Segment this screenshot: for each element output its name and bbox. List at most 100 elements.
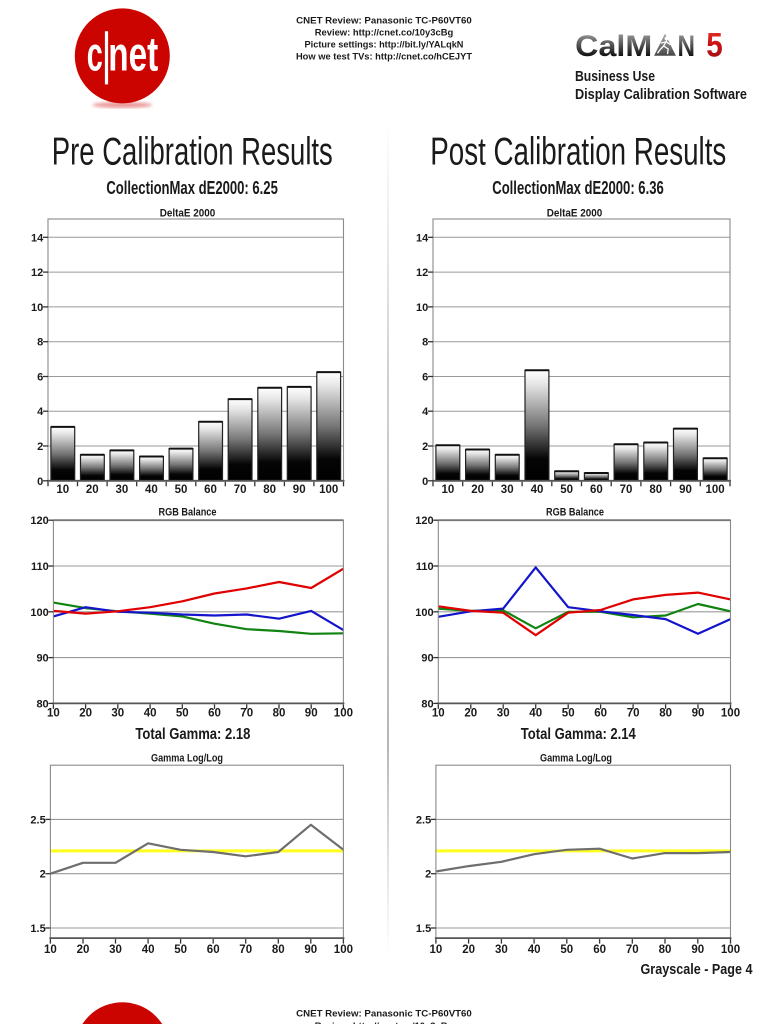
svg-text:80: 80	[272, 944, 285, 956]
svg-text:CNET Review: Panasonic TC-P60V: CNET Review: Panasonic TC-P60VT60	[296, 15, 472, 26]
svg-text:net: net	[108, 28, 158, 81]
svg-text:50: 50	[562, 707, 575, 719]
svg-text:4: 4	[37, 406, 44, 418]
svg-text:DeltaE 2000: DeltaE 2000	[160, 208, 216, 220]
svg-text:70: 70	[620, 484, 633, 496]
svg-text:14: 14	[31, 232, 44, 244]
svg-text:40: 40	[144, 707, 157, 719]
svg-text:Total Gamma: 2.14: Total Gamma: 2.14	[521, 726, 636, 743]
svg-text:80: 80	[263, 484, 276, 496]
svg-text:Gamma Log/Log: Gamma Log/Log	[151, 753, 223, 765]
svg-text:70: 70	[626, 944, 639, 956]
svg-text:10: 10	[31, 302, 43, 314]
svg-text:1.5: 1.5	[416, 923, 431, 935]
svg-text:90: 90	[36, 653, 48, 665]
svg-text:50: 50	[175, 484, 188, 496]
svg-text:50: 50	[176, 707, 189, 719]
svg-text:2: 2	[425, 869, 431, 881]
svg-text:10: 10	[44, 944, 57, 956]
svg-text:30: 30	[116, 484, 129, 496]
svg-text:30: 30	[495, 944, 508, 956]
svg-text:14: 14	[416, 232, 429, 244]
svg-text:110: 110	[31, 561, 49, 573]
svg-text:10: 10	[56, 484, 69, 496]
svg-text:40: 40	[528, 944, 541, 956]
svg-text:20: 20	[77, 944, 90, 956]
svg-text:100: 100	[30, 607, 48, 619]
svg-text:4: 4	[422, 406, 429, 418]
svg-text:2: 2	[40, 869, 46, 881]
svg-text:How we test TVs: http://cnet.c: How we test TVs: http://cnet.co/hCEJYT	[296, 52, 472, 63]
svg-text:N: N	[678, 30, 696, 63]
svg-text:2.5: 2.5	[416, 814, 431, 826]
svg-text:90: 90	[679, 484, 692, 496]
svg-text:10: 10	[47, 707, 60, 719]
svg-text:80: 80	[421, 698, 433, 710]
svg-text:Display Calibration Software: Display Calibration Software	[575, 87, 747, 103]
svg-text:2: 2	[37, 441, 43, 453]
svg-text:12: 12	[31, 267, 43, 279]
svg-text:60: 60	[590, 484, 603, 496]
svg-text:80: 80	[659, 707, 672, 719]
svg-text:40: 40	[531, 484, 544, 496]
svg-text:100: 100	[706, 484, 725, 496]
svg-text:30: 30	[497, 707, 510, 719]
svg-text:60: 60	[594, 707, 607, 719]
svg-text:2.5: 2.5	[30, 814, 45, 826]
svg-text:20: 20	[79, 707, 92, 719]
svg-text:6: 6	[37, 372, 43, 384]
svg-text:60: 60	[204, 484, 217, 496]
svg-text:CNET Review: Panasonic TC-P60V: CNET Review: Panasonic TC-P60VT60	[296, 1009, 472, 1020]
svg-text:8: 8	[37, 337, 43, 349]
svg-text:60: 60	[208, 707, 221, 719]
svg-text:20: 20	[86, 484, 99, 496]
svg-text:20: 20	[464, 707, 477, 719]
svg-text:40: 40	[529, 707, 542, 719]
svg-text:8: 8	[422, 337, 428, 349]
svg-text:0: 0	[37, 476, 43, 488]
svg-text:40: 40	[145, 484, 158, 496]
svg-text:50: 50	[560, 944, 573, 956]
svg-text:CollectionMax dE2000: 6.25: CollectionMax dE2000: 6.25	[106, 178, 278, 198]
svg-text:0: 0	[422, 476, 428, 488]
svg-text:90: 90	[421, 653, 433, 665]
svg-text:CollectionMax dE2000: 6.36: CollectionMax dE2000: 6.36	[492, 178, 664, 198]
svg-text:Grayscale - Page 4: Grayscale - Page 4	[641, 962, 753, 978]
svg-text:120: 120	[30, 515, 48, 527]
svg-text:90: 90	[305, 707, 318, 719]
svg-text:30: 30	[111, 707, 124, 719]
svg-text:6: 6	[422, 372, 428, 384]
svg-text:120: 120	[415, 515, 433, 527]
svg-text:90: 90	[304, 944, 317, 956]
svg-text:10: 10	[442, 484, 455, 496]
svg-text:Picture settings: http://bit.l: Picture settings: http://bit.ly/YALqkN	[305, 40, 464, 51]
svg-text:CalM: CalM	[575, 30, 652, 63]
svg-text:10: 10	[430, 944, 443, 956]
svg-text:20: 20	[462, 944, 475, 956]
svg-text:Pre Calibration Results: Pre Calibration Results	[52, 131, 333, 174]
svg-text:RGB Balance: RGB Balance	[159, 507, 217, 519]
svg-text:70: 70	[627, 707, 640, 719]
svg-text:60: 60	[207, 944, 220, 956]
svg-text:60: 60	[593, 944, 606, 956]
svg-text:30: 30	[109, 944, 122, 956]
svg-text:RGB Balance: RGB Balance	[546, 507, 604, 519]
svg-text:12: 12	[416, 267, 428, 279]
svg-text:50: 50	[174, 944, 187, 956]
svg-text:70: 70	[239, 944, 252, 956]
svg-text:100: 100	[319, 484, 338, 496]
svg-text:10: 10	[416, 302, 428, 314]
svg-text:Total Gamma: 2.18: Total Gamma: 2.18	[135, 726, 250, 743]
svg-text:90: 90	[692, 707, 705, 719]
svg-text:2: 2	[422, 441, 428, 453]
svg-text:70: 70	[234, 484, 247, 496]
svg-text:110: 110	[416, 561, 434, 573]
svg-text:80: 80	[649, 484, 662, 496]
svg-text:40: 40	[142, 944, 155, 956]
svg-text:100: 100	[415, 607, 433, 619]
svg-text:5: 5	[706, 27, 723, 65]
svg-text:Post Calibration Results: Post Calibration Results	[430, 131, 726, 174]
svg-text:80: 80	[659, 944, 672, 956]
svg-text:20: 20	[471, 484, 484, 496]
svg-text:1.5: 1.5	[30, 923, 45, 935]
